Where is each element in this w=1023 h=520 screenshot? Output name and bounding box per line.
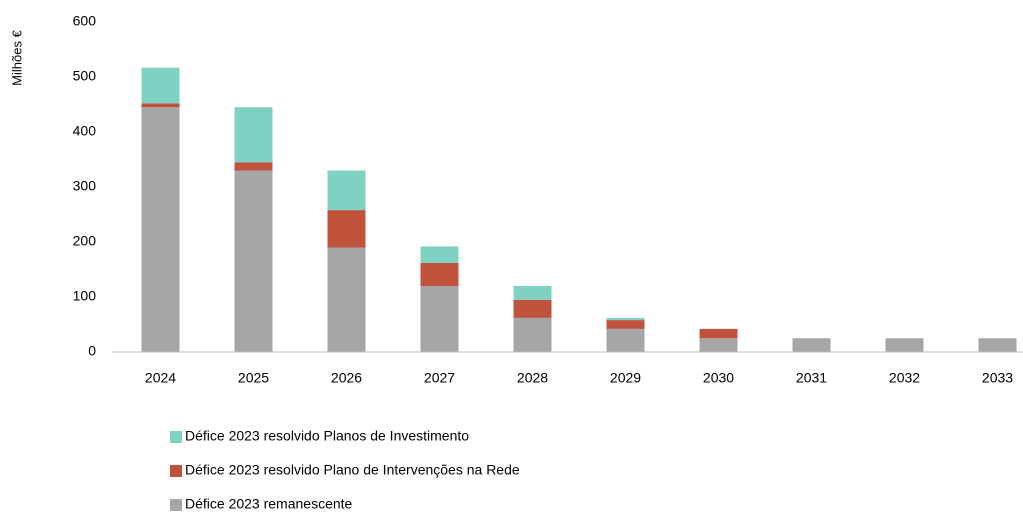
bar-segment <box>234 107 273 163</box>
bar-segment <box>606 328 645 352</box>
x-tick-label: 2024 <box>145 370 176 386</box>
bar-segment <box>606 320 645 329</box>
legend-swatch <box>170 499 182 511</box>
x-tick-label: 2027 <box>424 370 455 386</box>
bar-segment <box>420 246 459 263</box>
bar-segment <box>141 103 180 108</box>
y-tick-label: 600 <box>73 13 97 29</box>
bar-segment <box>420 286 459 352</box>
y-tick-label: 0 <box>88 343 96 359</box>
bar-segment <box>513 299 552 318</box>
legend-label: Défice 2023 resolvido Planos de Investim… <box>185 428 469 444</box>
bar-segment <box>699 328 738 339</box>
bar-segment <box>234 162 273 171</box>
legend-swatch <box>170 465 182 477</box>
bar-segment <box>141 107 180 352</box>
y-tick-label: 300 <box>73 178 97 194</box>
y-tick-label: 400 <box>73 123 97 139</box>
bar-segment <box>513 286 552 300</box>
bar-segment <box>885 338 924 352</box>
x-tick-label: 2029 <box>610 370 641 386</box>
bar-segment <box>978 338 1017 352</box>
bar-segment <box>606 317 645 321</box>
y-tick-label: 500 <box>73 68 97 84</box>
bar-segment <box>327 170 366 211</box>
x-tick-label: 2033 <box>982 370 1013 386</box>
legend-swatch <box>170 431 182 443</box>
bar-segment <box>792 338 831 352</box>
bar-segment <box>699 338 738 352</box>
x-tick-label: 2030 <box>703 370 734 386</box>
x-tick-label: 2026 <box>331 370 362 386</box>
legend-label: Défice 2023 remanescente <box>185 496 353 512</box>
bar-segment <box>327 247 366 352</box>
legend-label: Défice 2023 resolvido Plano de Intervenç… <box>185 462 520 478</box>
y-tick-label: 200 <box>73 233 97 249</box>
x-tick-label: 2028 <box>517 370 548 386</box>
y-tick-label: 100 <box>73 288 97 304</box>
bar-segment <box>141 67 180 104</box>
bar-segment <box>234 170 273 352</box>
x-tick-label: 2025 <box>238 370 269 386</box>
y-axis-label: Milhões € <box>9 29 24 85</box>
x-tick-label: 2032 <box>889 370 920 386</box>
x-tick-label: 2031 <box>796 370 827 386</box>
bar-segment <box>327 210 366 248</box>
bar-segment <box>420 262 459 286</box>
bar-segment <box>513 317 552 352</box>
